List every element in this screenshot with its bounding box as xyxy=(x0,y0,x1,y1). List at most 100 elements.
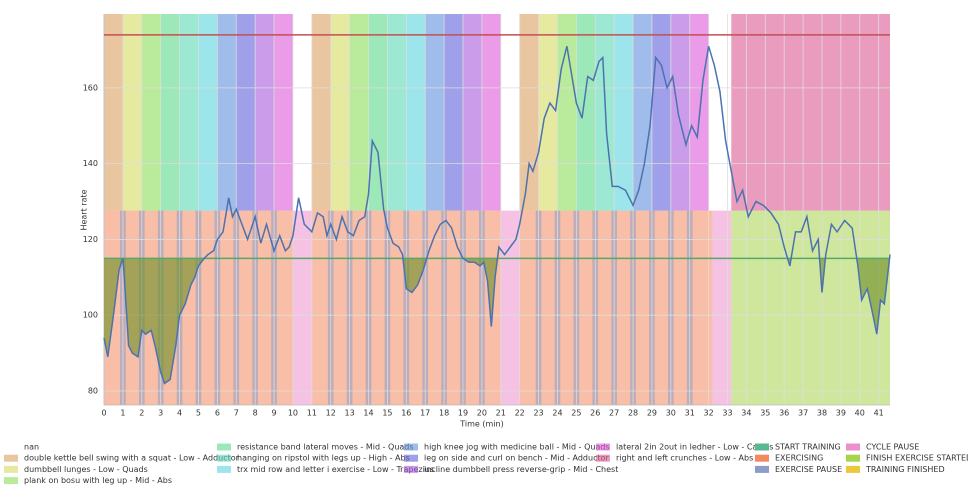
x-tick-label: 39 xyxy=(836,409,846,418)
exercise-region xyxy=(538,14,558,211)
x-tick-label: 8 xyxy=(253,409,258,418)
legend-swatch xyxy=(217,443,231,451)
exercise-region xyxy=(368,14,388,211)
exercise-region xyxy=(122,14,142,211)
x-tick-label: 34 xyxy=(741,409,751,418)
legend-swatch xyxy=(404,443,418,451)
legend-swatch xyxy=(4,465,18,473)
x-tick-label: 29 xyxy=(647,409,657,418)
y-axis-label: Heart rate xyxy=(80,189,89,230)
legend-label: incline dumbbell press reverse-grip - Mi… xyxy=(424,465,618,474)
legend-label: FINISH EXERCISE STARTED xyxy=(866,454,968,463)
exercise-region xyxy=(557,14,577,211)
exercise-region xyxy=(651,14,671,211)
x-tick-label: 1 xyxy=(120,409,125,418)
x-tick-label: 33 xyxy=(722,409,732,418)
marks xyxy=(103,34,891,385)
y-tick-label: 140 xyxy=(83,159,98,168)
x-tick-label: 35 xyxy=(760,409,770,418)
grid xyxy=(103,14,890,406)
exercise-region xyxy=(104,14,123,211)
x-tick-label: 0 xyxy=(101,409,106,418)
y-tick-label: 120 xyxy=(83,235,98,244)
x-tick-label: 13 xyxy=(345,409,355,418)
y-tick-label: 160 xyxy=(83,83,98,92)
x-tick-label: 27 xyxy=(609,409,619,418)
exercise-region xyxy=(141,14,161,211)
exercise-region xyxy=(255,14,275,211)
exercise-region xyxy=(731,14,890,211)
x-tick-label: 37 xyxy=(798,409,808,418)
exercise-region xyxy=(198,14,218,211)
x-tick-label: 38 xyxy=(817,409,827,418)
x-tick-label: 3 xyxy=(158,409,163,418)
x-tick-label: 5 xyxy=(196,409,201,418)
legend-label: nan xyxy=(24,443,39,452)
legend-swatch xyxy=(596,454,610,462)
exercise-region xyxy=(349,14,369,211)
x-tick-label: 14 xyxy=(363,409,373,418)
x-tick-label: 21 xyxy=(496,409,506,418)
legend-label: CYCLE PAUSE xyxy=(866,443,919,452)
x-tick-label: 6 xyxy=(215,409,220,418)
exercise-region xyxy=(330,14,350,211)
exercise-region xyxy=(236,14,256,211)
x-tick-label: 15 xyxy=(382,409,392,418)
exercise-region xyxy=(576,14,596,211)
exercise-region xyxy=(481,14,501,211)
exercise-region xyxy=(274,14,293,211)
legend-label: hanging on ripstol with legs up - High -… xyxy=(237,454,410,463)
legend-swatch xyxy=(755,465,769,473)
legend-label: double kettle bell swing with a squat - … xyxy=(24,454,240,463)
x-axis-label: Time (min) xyxy=(459,420,503,429)
x-tick-label: 25 xyxy=(571,409,581,418)
x-tick-label: 17 xyxy=(420,409,430,418)
legend-label: EXERCISE PAUSE xyxy=(775,465,842,474)
legend-swatch xyxy=(755,454,769,462)
x-tick-label: 18 xyxy=(439,409,449,418)
exercise-region xyxy=(311,14,331,211)
legend-swatch xyxy=(4,443,18,451)
legend-swatch xyxy=(846,443,860,451)
legend-label: trx mid row and letter i exercise - Low … xyxy=(237,465,434,474)
x-tick-label: 19 xyxy=(458,409,468,418)
phase-region xyxy=(712,210,732,405)
legend-label: plank on bosu with leg up - Mid - Abs xyxy=(24,476,172,485)
x-tick-label: 22 xyxy=(515,409,525,418)
x-tick-label: 9 xyxy=(272,409,277,418)
heart-rate-line xyxy=(103,45,891,385)
exercise-region xyxy=(387,14,407,211)
exercise-region xyxy=(406,14,426,211)
x-tick-label: 10 xyxy=(288,409,298,418)
legend-label: right and left crunches - Low - Abs xyxy=(616,454,753,463)
x-tick-label: 2 xyxy=(139,409,144,418)
legend-swatch xyxy=(4,454,18,462)
legend-label: dumbbell lunges - Low - Quads xyxy=(24,465,148,474)
phase-region xyxy=(292,210,312,405)
legend-swatch xyxy=(596,443,610,451)
exercise-region xyxy=(160,14,180,211)
x-tick-label: 32 xyxy=(704,409,714,418)
legend-label: leg on side and curl on bench - Mid - Ad… xyxy=(424,454,610,463)
x-tick-label: 23 xyxy=(533,409,543,418)
exercise-region xyxy=(217,14,237,211)
legend-label: TRAINING FINISHED xyxy=(865,465,945,474)
legend-label: lateral 2in 2out in ledher - Low - Calve… xyxy=(616,443,773,452)
exercise-region xyxy=(444,14,463,211)
x-tick-label: 40 xyxy=(855,409,865,418)
legend-swatch xyxy=(404,465,418,473)
x-tick-label: 26 xyxy=(590,409,600,418)
legend-swatch xyxy=(217,454,231,462)
x-tick-label: 28 xyxy=(628,409,638,418)
exercise-region xyxy=(633,14,652,211)
exercise-region xyxy=(462,14,482,211)
x-tick-label: 31 xyxy=(685,409,695,418)
x-tick-label: 30 xyxy=(666,409,676,418)
legend-swatch xyxy=(4,477,18,485)
legend-label: START TRAINING xyxy=(775,443,841,452)
legend-label: resistance band lateral moves - Mid - Qu… xyxy=(237,443,414,452)
legend-swatch xyxy=(755,443,769,451)
x-tick-label: 24 xyxy=(552,409,562,418)
regions xyxy=(104,14,890,405)
